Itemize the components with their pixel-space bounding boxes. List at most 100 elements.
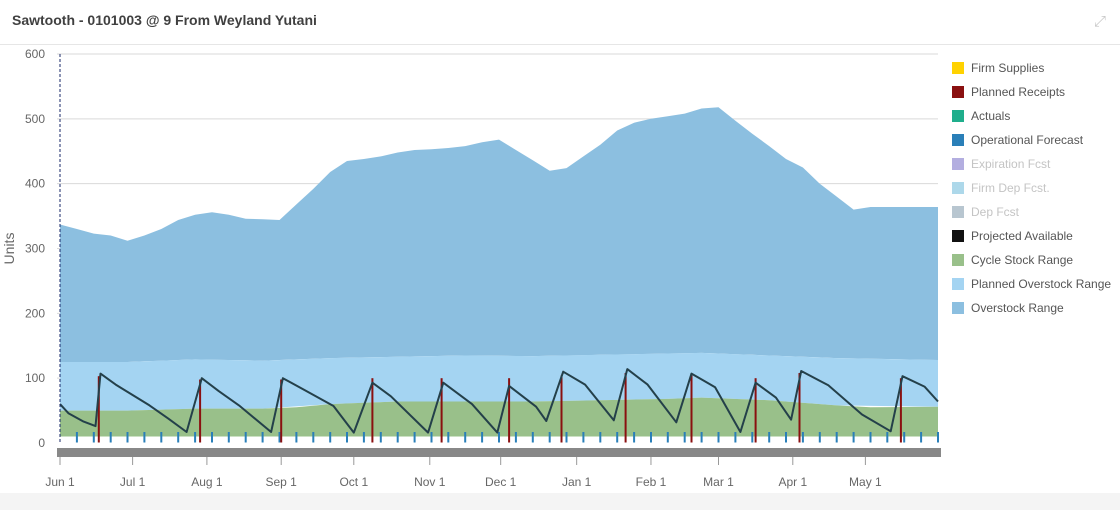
legend-item[interactable]: Planned Receipts (952, 80, 1120, 104)
legend-label: Operational Forecast (971, 133, 1084, 147)
forecast-bar (599, 432, 602, 443)
x-tick-label: Jul 1 (120, 475, 146, 489)
cycle-stock-range-area (60, 397, 938, 437)
forecast-bar (194, 432, 197, 443)
legend-item[interactable]: Cycle Stock Range (952, 248, 1120, 272)
legend-item[interactable]: Actuals (952, 104, 1120, 128)
forecast-bar (734, 432, 737, 443)
planned-receipt-bar (798, 373, 801, 443)
forecast-bar (531, 432, 534, 443)
y-tick-label: 0 (38, 436, 45, 450)
planned-receipt-bar (508, 378, 511, 443)
planned-receipt-bar (280, 379, 283, 443)
planned-receipt-bars (97, 373, 902, 443)
legend-swatch (952, 86, 964, 98)
x-tick-label: Jan 1 (562, 475, 592, 489)
panel-header: Sawtooth - 0101003 @ 9 From Weyland Yuta… (0, 0, 1120, 45)
projected-available-line-path (59, 368, 939, 434)
forecast-bar (92, 432, 95, 443)
forecast-bar (227, 432, 230, 443)
legend-item[interactable]: Expiration Fcst (952, 152, 1120, 176)
forecast-bar (143, 432, 146, 443)
forecast-bar (869, 432, 872, 443)
forecast-bar (177, 432, 180, 443)
legend-label: Firm Dep Fcst. (971, 181, 1050, 195)
planned-receipt-bar (440, 378, 443, 443)
x-tick-label: Oct 1 (339, 475, 368, 489)
legend-label: Expiration Fcst (971, 157, 1051, 171)
forecast-bar (295, 432, 298, 443)
forecast-bar (329, 432, 332, 443)
planned-receipt-bar (624, 373, 627, 443)
forecast-bar (666, 432, 669, 443)
planned-receipt-bar (199, 379, 202, 443)
x-tick-label: Jun 1 (45, 475, 75, 489)
legend-item[interactable]: Firm Dep Fcst. (952, 176, 1120, 200)
planned-receipt-bar (899, 378, 902, 443)
legend-label: Firm Supplies (971, 61, 1045, 75)
x-tick-label: Nov 1 (414, 475, 446, 489)
forecast-bar (582, 432, 585, 443)
forecast-bar (548, 432, 551, 443)
forecast-bar (75, 432, 78, 443)
planned-receipt-bar (371, 378, 374, 443)
legend-item[interactable]: Projected Available (952, 224, 1120, 248)
legend-label: Dep Fcst (971, 205, 1020, 219)
forecast-bar (852, 432, 855, 443)
forecast-bar (818, 432, 821, 443)
forecast-bar (160, 432, 163, 443)
forecast-bar (683, 432, 686, 443)
legend-label: Projected Available (971, 229, 1073, 243)
planned-receipt-bar (690, 375, 693, 443)
forecast-bar (835, 432, 838, 443)
legend-item[interactable]: Overstock Range (952, 296, 1120, 320)
x-tick-label: Aug 1 (191, 475, 223, 489)
legend: Firm Supplies Planned Receipts Actuals Oper… (952, 56, 1120, 320)
forecast-bar (261, 432, 264, 443)
sawtooth-chart: 0 100 200 300 400 500 600 Units Jun 1 Jul 1 Aug 1 S… (1, 47, 941, 489)
forecast-bar (211, 432, 213, 443)
legend-swatch (952, 158, 964, 170)
expand-icon[interactable]: ⤢ (1093, 13, 1106, 30)
forecast-bar (903, 432, 906, 443)
forecast-bar (920, 432, 923, 443)
y-tick-label: 100 (25, 371, 45, 385)
legend-label: Overstock Range (971, 301, 1064, 315)
legend-item[interactable]: Firm Supplies (952, 56, 1120, 80)
forecast-bar (379, 432, 382, 443)
navigator-scrollbar[interactable] (57, 448, 941, 457)
planned-receipt-bar (97, 376, 100, 443)
legend-label: Planned Receipts (971, 85, 1066, 99)
forecast-bar (498, 432, 500, 443)
y-tick-label: 200 (25, 306, 45, 320)
forecast-bar (751, 432, 754, 443)
forecast-bar (801, 432, 804, 443)
legend-item[interactable]: Planned Overstock Range (952, 272, 1120, 296)
projected-available-line (59, 368, 939, 434)
forecast-bar (362, 432, 365, 443)
y-tick-label: 500 (25, 112, 45, 126)
forecast-bar (616, 432, 619, 443)
panel-title: Sawtooth - 0101003 @ 9 From Weyland Yuta… (12, 12, 317, 28)
forecast-bar (396, 432, 399, 443)
planned-receipt-bar (560, 375, 563, 443)
range-areas (60, 107, 938, 437)
legend-swatch (952, 302, 964, 314)
legend-item[interactable]: Dep Fcst (952, 200, 1120, 224)
x-tick-label: Apr 1 (778, 475, 807, 489)
forecast-bar (633, 432, 636, 443)
forecast-bar (481, 432, 484, 443)
forecast-bar (413, 432, 416, 443)
legend-item[interactable]: Operational Forecast (952, 128, 1120, 152)
legend-label: Actuals (971, 109, 1011, 123)
x-tick-label: Sep 1 (266, 475, 298, 489)
legend-swatch (952, 134, 964, 146)
y-tick-label: 400 (25, 177, 45, 191)
legend-label: Cycle Stock Range (971, 253, 1074, 267)
forecast-bar (244, 432, 247, 443)
forecast-bar (312, 432, 315, 443)
overstock-range-area (60, 107, 938, 362)
forecast-bar (430, 432, 433, 443)
x-tick-label: Dec 1 (485, 475, 517, 489)
legend-label: Planned Overstock Range (971, 277, 1112, 291)
